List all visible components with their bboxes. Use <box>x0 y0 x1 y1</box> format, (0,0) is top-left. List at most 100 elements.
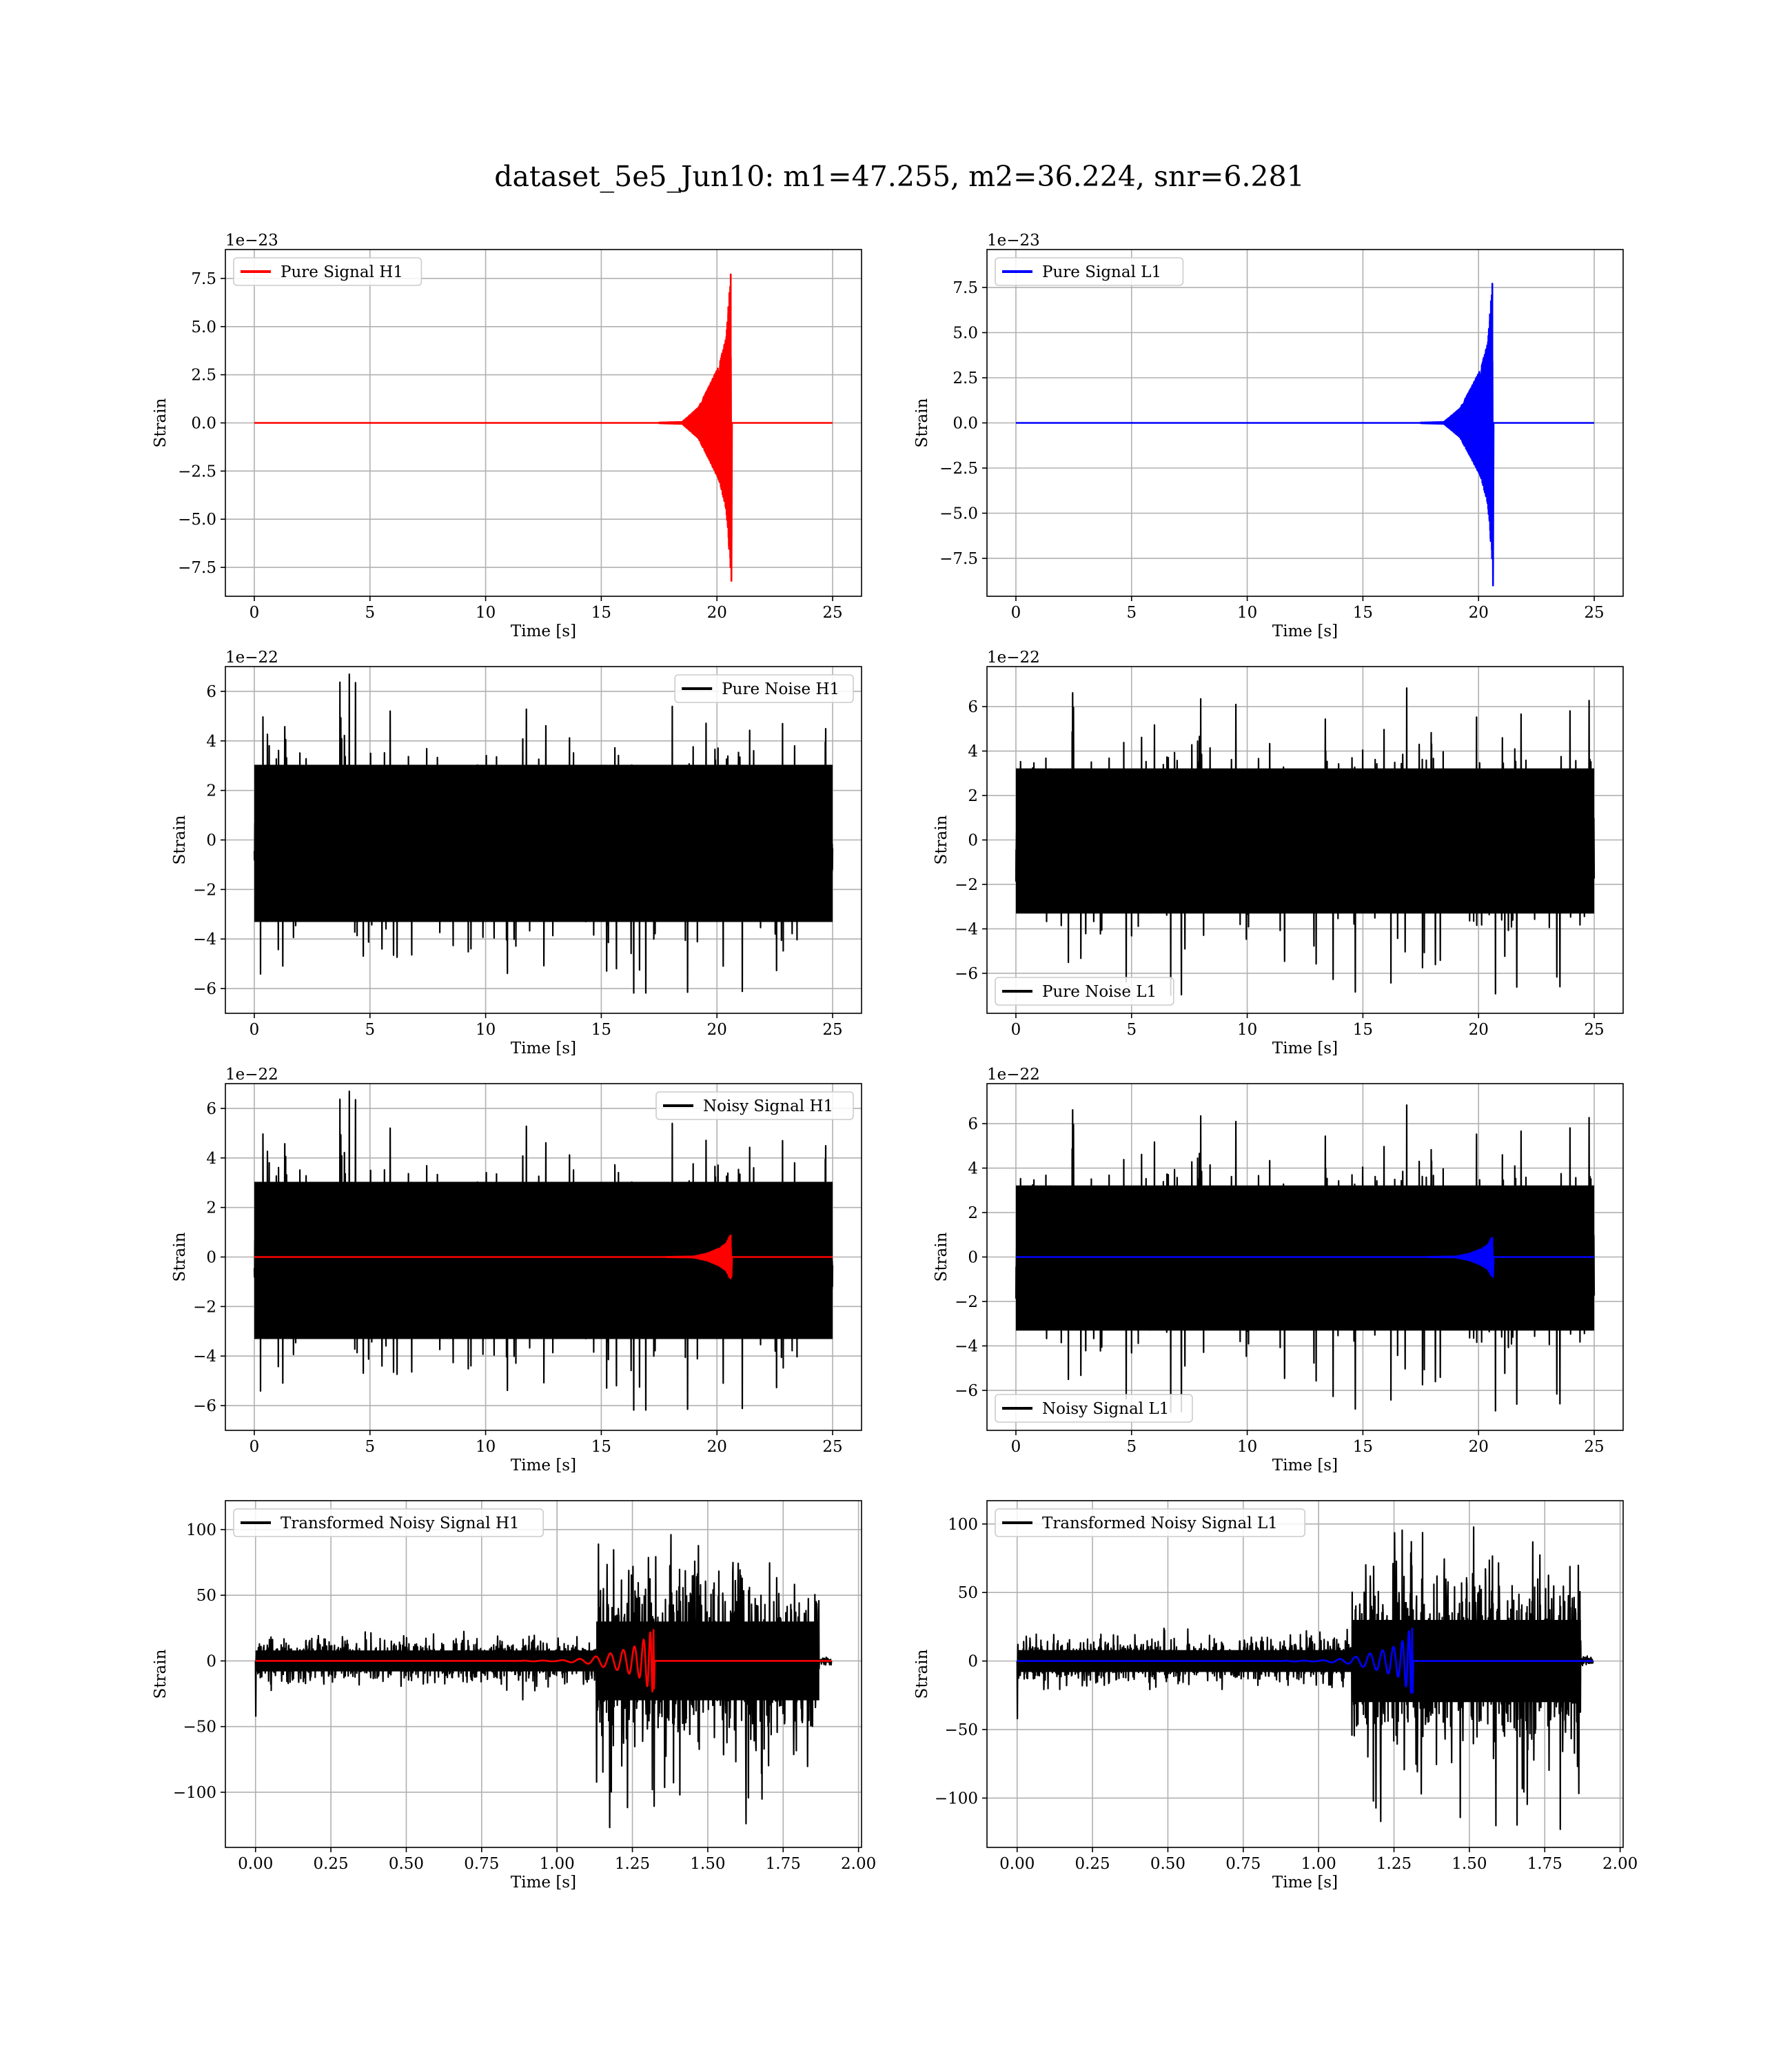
legend: Pure Signal H1 <box>233 257 422 286</box>
legend-label: Pure Noise H1 <box>722 680 839 698</box>
legend: Transformed Noisy Signal L1 <box>995 1508 1306 1537</box>
x-tick-label: 0.25 <box>313 1855 348 1873</box>
y-tick-label: 0 <box>968 832 978 850</box>
series-pure-signal-h1 <box>254 273 833 582</box>
y-tick-label: −2.5 <box>178 463 216 480</box>
plot-area <box>1016 283 1594 587</box>
y-tick-label: −4 <box>193 1348 216 1366</box>
legend: Pure Noise L1 <box>995 977 1174 1006</box>
x-tick-label: 20 <box>1469 1021 1489 1039</box>
y-tick-label: −4 <box>955 1337 978 1355</box>
x-tick-label: 0.50 <box>1150 1855 1185 1873</box>
y-axis-label: Strain <box>171 815 189 864</box>
x-tick-label: 5 <box>365 604 375 622</box>
chart-pure-signal-h1: 0 5 10 15 20 25 −7.5 −5.0 −2.5 0.0 2.5 5.0 7.5 1e−23 T… <box>152 232 862 640</box>
x-axis-label: Time [s] <box>1272 1874 1338 1892</box>
plot-area <box>254 1534 833 1829</box>
y-tick-label: −4 <box>955 920 978 938</box>
x-tick-label: 10 <box>1237 1438 1257 1456</box>
legend-label: Pure Signal H1 <box>281 263 403 281</box>
y-tick-label: 0 <box>968 1249 978 1267</box>
y-tick-label: 0 <box>206 832 216 850</box>
legend-box <box>233 257 422 286</box>
y-tick-label: 100 <box>948 1516 978 1534</box>
x-tick-label: 15 <box>591 1021 611 1039</box>
y-tick-label: 0.0 <box>191 415 216 433</box>
series-overlay-signal <box>255 1629 832 1693</box>
y-tick-label: −5.0 <box>178 511 216 529</box>
y-tick-label: 6 <box>206 1100 216 1118</box>
y-tick-label: −2.5 <box>939 460 978 478</box>
y-tick-label: 0.0 <box>953 415 978 433</box>
x-tick-label: 5 <box>1126 604 1137 622</box>
plot-area <box>253 673 834 994</box>
chart-noisy-signal-h1: 0 5 10 15 20 25 −6 −4 −2 0 2 4 6 1e−22 Time [s] Strain N… <box>171 1066 862 1474</box>
y-tick-label: 4 <box>968 1160 978 1178</box>
axes-frame <box>225 1500 862 1848</box>
y-tick-label: 5.0 <box>191 318 216 336</box>
legend-box <box>995 1394 1193 1423</box>
legend-box <box>674 674 854 703</box>
legend: Pure Noise H1 <box>674 674 854 703</box>
legend: Transformed Noisy Signal H1 <box>233 1508 544 1537</box>
series-overlay-signal <box>1016 1237 1594 1278</box>
x-tick-label: 20 <box>1469 1438 1489 1456</box>
y-tick-label: −50 <box>183 1719 216 1736</box>
y-axis-label: Strain <box>171 1232 189 1281</box>
x-tick-label: 1.00 <box>540 1855 575 1873</box>
x-tick-label: 1.50 <box>690 1855 725 1873</box>
axis-offset-text: 1e−22 <box>987 649 1040 667</box>
plot-area <box>1015 1104 1596 1413</box>
figure-suptitle: dataset_5e5_Jun10: m1=47.255, m2=36.224,… <box>494 160 1305 193</box>
y-tick-label: 0 <box>968 1653 978 1671</box>
x-tick-label: 25 <box>822 604 842 622</box>
x-tick-label: 10 <box>476 1021 496 1039</box>
y-axis-label: Strain <box>913 398 931 447</box>
y-tick-label: −6 <box>955 965 978 983</box>
y-tick-label: 2 <box>206 1199 216 1217</box>
x-axis-label: Time [s] <box>511 1457 576 1474</box>
legend-label: Pure Signal L1 <box>1042 263 1161 281</box>
y-axis-label: Strain <box>152 398 170 447</box>
x-tick-label: 1.75 <box>1527 1855 1562 1873</box>
y-tick-label: 2.5 <box>191 367 216 385</box>
x-tick-label: 1.25 <box>1376 1855 1412 1873</box>
y-tick-label: −100 <box>173 1784 216 1802</box>
chart-transformed-noisy-signal-h1: 0.00 0.25 0.50 0.75 1.00 1.25 1.50 1.75 2.00 −100… <box>152 1500 876 1892</box>
x-tick-label: 20 <box>707 604 727 622</box>
x-tick-label: 20 <box>707 1021 727 1039</box>
series-noisy-signal-h1 <box>253 1091 834 1411</box>
axes-frame <box>986 1500 1624 1848</box>
chart-noisy-signal-l1: 0 5 10 15 20 25 −6 −4 −2 0 2 4 6 1e−22 Time [s] Strain N… <box>933 1066 1624 1474</box>
series-pure-noise-h1 <box>253 673 834 994</box>
x-tick-label: 5 <box>1126 1438 1137 1456</box>
y-axis-label: Strain <box>913 1649 931 1699</box>
x-tick-label: 20 <box>707 1438 727 1456</box>
x-tick-label: 15 <box>591 1438 611 1456</box>
y-tick-label: 2 <box>968 787 978 805</box>
y-tick-label: 0 <box>206 1249 216 1267</box>
y-tick-label: 4 <box>206 733 216 751</box>
y-tick-label: 4 <box>206 1150 216 1168</box>
legend-label: Noisy Signal L1 <box>1042 1400 1169 1418</box>
legend-label: Pure Noise L1 <box>1042 983 1157 1001</box>
x-tick-label: 0.00 <box>238 1855 273 1873</box>
x-axis-label: Time [s] <box>1272 1040 1338 1057</box>
axis-offset-text: 1e−22 <box>225 649 278 667</box>
x-tick-label: 2.00 <box>1602 1855 1638 1873</box>
y-tick-label: −2 <box>955 876 978 894</box>
x-tick-label: 0.25 <box>1075 1855 1110 1873</box>
y-tick-label: −2 <box>955 1293 978 1311</box>
x-tick-label: 0 <box>1011 1438 1021 1456</box>
x-tick-label: 1.25 <box>615 1855 650 1873</box>
y-tick-label: −2 <box>193 881 216 899</box>
y-tick-label: 7.5 <box>953 279 978 297</box>
y-tick-label: 4 <box>968 743 978 761</box>
plot-area <box>1016 1526 1594 1830</box>
x-axis-label: Time [s] <box>1272 622 1338 640</box>
legend: Noisy Signal H1 <box>655 1091 854 1120</box>
x-tick-label: 1.50 <box>1452 1855 1487 1873</box>
y-tick-label: 2 <box>968 1204 978 1222</box>
y-tick-label: 5.0 <box>953 325 978 343</box>
